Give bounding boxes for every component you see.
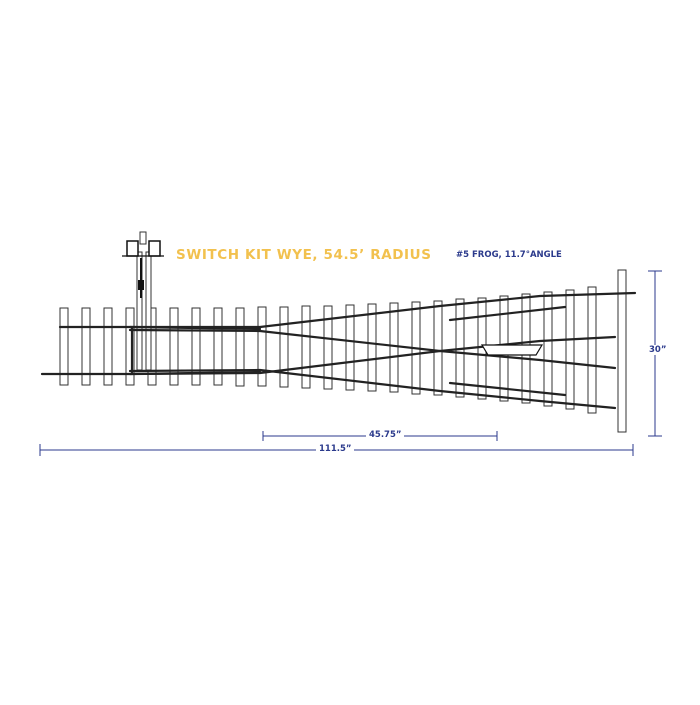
rail — [128, 325, 262, 331]
tie — [257, 306, 267, 387]
tie — [103, 307, 113, 386]
switch-stand-lamp — [139, 231, 147, 245]
frog-length-label: 45.75” — [366, 430, 405, 440]
ties-group — [59, 269, 627, 433]
tie — [235, 307, 245, 387]
tie — [389, 302, 399, 393]
rail — [128, 370, 262, 376]
diagram-title: SWITCH KIT WYE, 54.5’ RADIUS — [176, 247, 432, 263]
tie — [279, 306, 289, 388]
tie — [617, 269, 627, 433]
rail — [448, 381, 567, 397]
tie — [59, 307, 69, 386]
rail — [128, 328, 617, 370]
switch-stand-post — [145, 251, 152, 371]
total-length-label: 111.5” — [316, 444, 355, 454]
rail — [58, 291, 637, 329]
tie — [301, 305, 311, 389]
switch-stand-handle — [138, 280, 144, 290]
height-dimension-label: 30” — [646, 345, 670, 355]
tie — [191, 307, 201, 386]
tie — [543, 291, 553, 407]
switch-stand-head — [126, 240, 139, 257]
tie — [125, 307, 135, 386]
tie — [213, 307, 223, 386]
tie — [565, 289, 575, 410]
tie — [81, 307, 91, 386]
frog — [480, 344, 544, 356]
tie — [169, 307, 179, 386]
tie — [323, 305, 333, 390]
tie — [433, 300, 443, 396]
frog-casting — [480, 344, 544, 356]
tie — [345, 304, 355, 391]
rail — [40, 335, 617, 376]
switch-stand-head — [148, 240, 161, 257]
tie — [367, 303, 377, 392]
rail — [128, 368, 617, 410]
rail — [448, 305, 567, 322]
frog-spec-label: #5 FROG, 11.7°ANGLE — [456, 250, 562, 260]
switch-stand — [122, 231, 164, 371]
tie — [587, 286, 597, 414]
rails-group — [40, 291, 637, 410]
